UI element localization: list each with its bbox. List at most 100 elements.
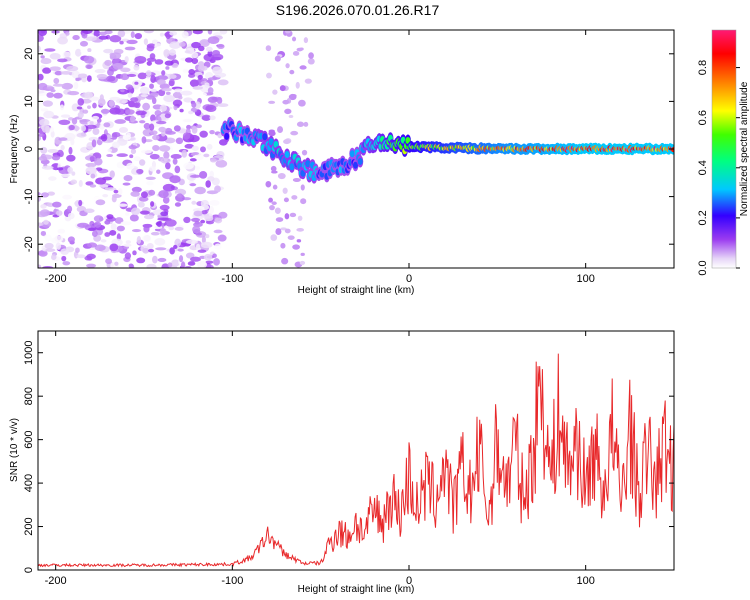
colorbar-frame bbox=[711, 29, 737, 269]
noise-blob bbox=[300, 198, 307, 205]
noise-blob bbox=[298, 99, 306, 107]
noise-blob bbox=[156, 221, 162, 227]
noise-blob bbox=[40, 108, 49, 112]
noise-blob bbox=[211, 50, 221, 56]
noise-blob bbox=[164, 113, 171, 119]
noise-blob bbox=[44, 242, 54, 250]
noise-blob bbox=[77, 111, 84, 119]
noise-blob bbox=[274, 207, 281, 214]
noise-blob bbox=[172, 253, 180, 258]
noise-blob bbox=[275, 228, 282, 235]
noise-blob bbox=[296, 239, 302, 243]
noise-blob bbox=[289, 69, 295, 75]
noise-blob bbox=[130, 31, 135, 38]
noise-blob bbox=[139, 210, 150, 215]
noise-blob bbox=[200, 219, 206, 224]
noise-blob bbox=[85, 36, 97, 41]
noise-blob bbox=[161, 87, 172, 92]
noise-blob bbox=[195, 243, 201, 251]
noise-blob bbox=[122, 182, 131, 186]
x-tick-label: -100 bbox=[221, 575, 243, 587]
noise-blob bbox=[200, 146, 206, 153]
noise-blob bbox=[164, 60, 174, 66]
noise-blob bbox=[167, 262, 173, 268]
noise-blob bbox=[205, 46, 213, 52]
spectrogram-y-ticks: -20 -10 0 10 20 bbox=[23, 48, 674, 252]
noise-blob bbox=[148, 248, 155, 253]
spectrogram-x-ticks: -200 -100 0 100 bbox=[45, 30, 595, 285]
noise-blob bbox=[299, 260, 306, 265]
y-tick-label: 0 bbox=[23, 146, 35, 152]
noise-blob bbox=[45, 248, 56, 252]
noise-blob bbox=[191, 151, 199, 156]
noise-blob bbox=[145, 176, 156, 180]
noise-blob bbox=[38, 102, 44, 109]
noise-blob bbox=[98, 35, 109, 40]
noise-blob bbox=[159, 228, 167, 236]
noise-blob bbox=[159, 32, 164, 37]
noise-blob bbox=[131, 186, 142, 193]
noise-blob bbox=[125, 109, 135, 115]
noise-blob bbox=[42, 67, 52, 74]
noise-blob bbox=[209, 170, 214, 178]
y-tick-label: -20 bbox=[23, 236, 35, 252]
ridge-cell bbox=[262, 133, 268, 141]
noise-blob bbox=[139, 120, 146, 124]
noise-blob bbox=[217, 103, 229, 108]
noise-blob bbox=[165, 162, 171, 170]
noise-blob bbox=[277, 173, 286, 180]
noise-blob bbox=[183, 216, 191, 224]
noise-blob bbox=[158, 145, 171, 152]
noise-blob bbox=[87, 105, 92, 109]
noise-blob bbox=[66, 65, 79, 72]
noise-blob bbox=[120, 89, 125, 93]
noise-blob bbox=[138, 196, 149, 202]
noise-blob bbox=[272, 184, 278, 190]
noise-blob bbox=[189, 158, 197, 162]
noise-blob bbox=[300, 252, 305, 256]
noise-blob bbox=[39, 209, 50, 217]
noise-blob bbox=[100, 239, 107, 243]
noise-blob bbox=[90, 173, 96, 179]
noise-blob bbox=[183, 118, 192, 123]
noise-blob bbox=[129, 102, 140, 108]
noise-blob bbox=[150, 130, 158, 136]
noise-blob bbox=[164, 137, 176, 144]
noise-blob bbox=[66, 205, 73, 213]
noise-blob bbox=[184, 265, 192, 268]
noise-blob bbox=[126, 132, 131, 138]
noise-blob bbox=[143, 38, 149, 45]
noise-blob bbox=[203, 253, 213, 261]
x-tick-label: -200 bbox=[45, 575, 67, 587]
noise-blob bbox=[214, 217, 223, 224]
noise-blob bbox=[189, 183, 197, 187]
noise-blob bbox=[265, 180, 272, 188]
y-tick-label: 800 bbox=[23, 387, 35, 405]
noise-blob bbox=[39, 118, 50, 127]
noise-blob bbox=[130, 97, 139, 103]
noise-blob bbox=[109, 35, 122, 43]
noise-blob bbox=[170, 153, 182, 159]
noise-blob bbox=[133, 156, 141, 162]
noise-blob bbox=[161, 263, 170, 268]
noise-blob bbox=[134, 55, 147, 64]
noise-blob bbox=[159, 104, 167, 112]
noise-blob bbox=[80, 92, 90, 99]
noise-blob bbox=[114, 261, 119, 266]
noise-blob bbox=[38, 192, 41, 196]
noise-blob bbox=[52, 201, 62, 208]
noise-blob bbox=[120, 221, 132, 226]
noise-blob bbox=[40, 146, 48, 154]
spectrogram-x-label: Height of straight line (km) bbox=[298, 285, 415, 296]
noise-blob bbox=[126, 39, 138, 45]
noise-blob bbox=[146, 263, 157, 268]
snr-panel: -200 -100 0 100 0 200 400 600 800 1000 Height of… bbox=[9, 330, 675, 595]
noise-blob bbox=[212, 66, 223, 75]
noise-blob bbox=[191, 57, 199, 65]
noise-blob bbox=[92, 127, 100, 136]
noise-blob bbox=[201, 236, 206, 244]
colorbar: 0.0 0.2 0.4 0.6 0.8 Normalized spectral ampl… bbox=[697, 29, 750, 276]
noise-blob bbox=[43, 219, 49, 225]
noise-blob bbox=[213, 258, 220, 266]
